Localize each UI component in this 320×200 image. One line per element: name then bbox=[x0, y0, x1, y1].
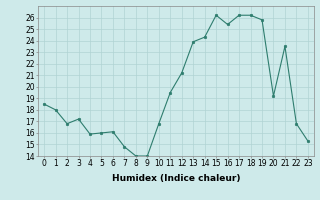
X-axis label: Humidex (Indice chaleur): Humidex (Indice chaleur) bbox=[112, 174, 240, 183]
